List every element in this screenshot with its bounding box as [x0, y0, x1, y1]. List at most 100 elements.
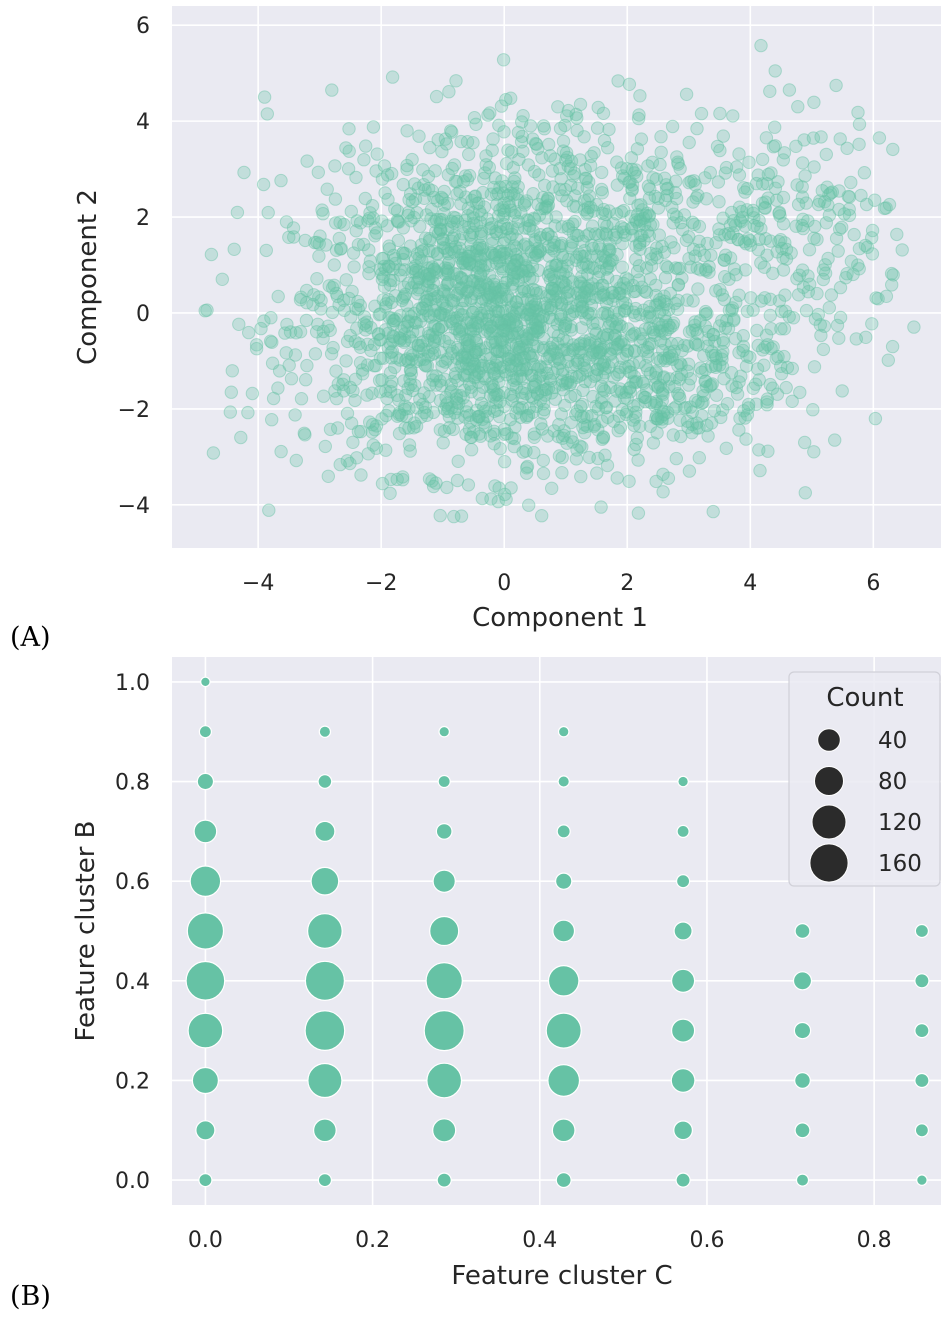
panel-a-point	[427, 308, 441, 322]
panel-a-point	[732, 147, 746, 161]
panel-a-point	[472, 196, 486, 210]
panel-a-x-tick-label: −2	[365, 571, 397, 596]
panel-a-point	[650, 426, 664, 440]
panel-b-bubble	[189, 865, 222, 897]
panel-a-point	[865, 247, 880, 261]
panel-a-point	[795, 156, 810, 170]
panel-a-point	[726, 109, 740, 123]
panel-a-point	[316, 331, 330, 346]
panel-a-point	[485, 324, 500, 338]
panel-a-point	[698, 307, 713, 321]
panel-a-point	[351, 238, 366, 252]
panel-a-point	[283, 325, 298, 339]
panel-a-point	[732, 375, 746, 389]
legend-label: 40	[878, 728, 907, 754]
panel-a-point	[287, 230, 301, 244]
panel-a-point	[362, 243, 376, 257]
panel-a-point	[537, 341, 551, 355]
panel-a-point	[671, 387, 685, 401]
panel-a-point	[449, 388, 463, 402]
panel-a-point	[501, 330, 515, 344]
panel-a-point	[436, 296, 450, 311]
panel-a-point	[667, 344, 681, 358]
panel-a-point	[484, 319, 498, 334]
panel-a-point	[512, 363, 526, 378]
panel-b-bubble	[545, 1012, 582, 1049]
panel-a-point	[467, 357, 481, 371]
panel-a-point	[497, 203, 511, 218]
panel-a-point	[340, 454, 354, 468]
panel-a-point	[474, 306, 488, 321]
panel-a-point	[477, 416, 491, 430]
panel-a-point	[344, 416, 359, 430]
panel-a-point	[392, 408, 406, 422]
panel-a-point	[254, 321, 268, 336]
panel-a-point	[413, 353, 427, 367]
panel-a-point	[340, 334, 355, 349]
panel-a-point	[608, 328, 622, 343]
panel-a-point	[451, 304, 465, 319]
panel-a-point	[510, 232, 524, 246]
panel-a-point	[591, 281, 605, 296]
panel-a-point	[645, 310, 659, 324]
panel-a-point	[531, 320, 545, 335]
panel-a-point	[353, 216, 368, 230]
panel-a-point	[369, 164, 383, 178]
panel-a-point	[418, 231, 433, 245]
panel-a-point	[522, 264, 536, 278]
panel-a-point	[639, 285, 654, 299]
panel-a-point	[526, 348, 540, 363]
panel-a-point	[359, 139, 373, 153]
panel-b-bubble	[670, 968, 696, 993]
panel-a-point	[388, 360, 402, 374]
panel-a-point	[366, 120, 381, 134]
panel-a-point	[279, 346, 293, 360]
panel-b-bubble	[794, 1122, 811, 1139]
panel-a-point	[620, 405, 634, 419]
panel-a-point	[527, 250, 542, 265]
panel-a-point	[750, 362, 765, 376]
panel-b-bubble	[429, 915, 460, 947]
panel-a-point	[406, 383, 420, 398]
panel-a-point	[327, 278, 341, 292]
panel-a-point	[495, 335, 509, 350]
panel-a-point	[546, 180, 560, 194]
panel-a-point	[384, 472, 398, 487]
panel-a-point	[525, 299, 540, 313]
panel-a-point	[636, 376, 651, 390]
panel-a-point	[447, 266, 461, 280]
panel-a-point	[519, 444, 533, 458]
panel-a-point	[522, 326, 536, 341]
panel-a-point	[331, 421, 345, 435]
panel-a-point	[293, 293, 308, 307]
panel-a-point	[616, 225, 631, 239]
panel-a-point	[480, 278, 495, 292]
panel-a-point	[546, 312, 560, 327]
panel-a-point	[437, 241, 451, 255]
panel-a-point	[730, 160, 744, 174]
panel-a-point	[763, 234, 778, 248]
panel-a-point	[758, 200, 772, 215]
panel-a-point	[514, 385, 529, 400]
panel-b-bubble	[193, 819, 218, 844]
panel-a-point	[669, 451, 683, 466]
panel-a-y-ticks: −4 −2 0 2 4 6	[118, 14, 150, 519]
panel-a-point	[327, 258, 341, 272]
panel-a-point	[569, 253, 583, 267]
panel-a-point	[662, 303, 676, 317]
panel-a-point	[552, 281, 566, 295]
panel-a-point	[322, 279, 336, 293]
panel-a-point	[610, 155, 624, 169]
panel-a-point	[405, 195, 420, 209]
panel-a-point	[497, 422, 512, 436]
panel-a-point	[481, 288, 495, 302]
panel-a-point	[667, 207, 681, 221]
panel-a-point	[498, 275, 513, 290]
panel-a-point	[771, 175, 785, 189]
panel-a-point	[553, 356, 567, 370]
panel-a-point	[406, 325, 420, 339]
panel-a-point	[470, 403, 484, 417]
panel-a-point	[681, 339, 695, 353]
panel-a-point	[732, 423, 746, 437]
panel-a-point	[494, 334, 508, 348]
